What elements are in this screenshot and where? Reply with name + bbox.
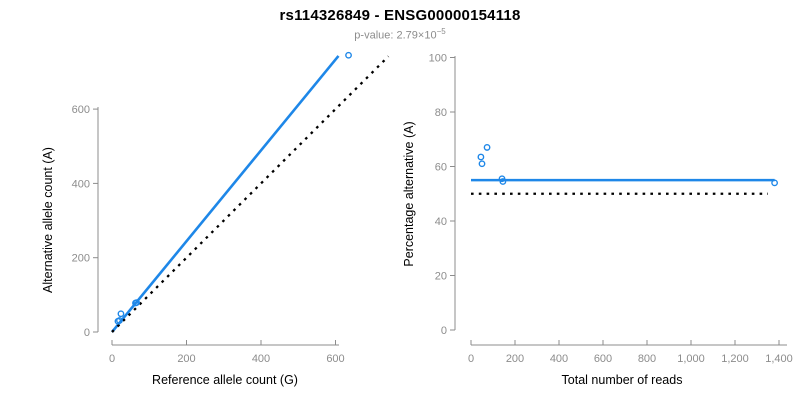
data-point <box>483 144 491 151</box>
data-point <box>117 310 125 318</box>
y-tick-label: 600 <box>72 104 90 116</box>
data-point <box>116 317 123 324</box>
x-tick-label: 200 <box>177 353 195 365</box>
data-point <box>478 160 486 168</box>
data-point <box>345 51 352 59</box>
x-axis-title: Reference allele count (G) <box>152 373 298 387</box>
fit-line <box>110 55 340 333</box>
x-tick-label: 400 <box>252 353 270 365</box>
data-point <box>499 178 507 185</box>
identity-line <box>111 55 390 333</box>
y-axis-title: Percentage alternative (A) <box>402 121 416 266</box>
x-tick-label: 800 <box>638 353 656 365</box>
x-tick-label: 600 <box>326 353 344 365</box>
y-tick-label: 80 <box>435 107 447 119</box>
data-point <box>771 179 778 187</box>
data-point <box>133 299 140 307</box>
data-point <box>477 153 485 161</box>
y-tick-label: 60 <box>435 162 447 174</box>
y-tick-label: 0 <box>441 325 447 337</box>
x-tick-label: 1,200 <box>721 353 749 365</box>
y-tick-label: 20 <box>435 271 447 283</box>
x-tick-label: 200 <box>506 353 524 365</box>
figure-subtitle: p-value: 2.79×10−5 <box>0 27 800 42</box>
y-tick-label: 200 <box>72 253 90 265</box>
pvalue-exponent: −5 <box>436 27 446 36</box>
y-tick-label: 100 <box>429 53 447 65</box>
y-tick-label: 40 <box>435 216 447 228</box>
x-tick-label: 1,400 <box>765 353 793 365</box>
x-tick-label: 400 <box>550 353 568 365</box>
x-tick-label: 0 <box>109 353 115 365</box>
x-tick-label: 600 <box>594 353 612 365</box>
x-tick-label: 0 <box>468 353 474 365</box>
figure-title: rs114326849 - ENSG00000154118 <box>279 7 521 24</box>
pvalue-text: p-value: 2.79×10 <box>354 29 437 42</box>
y-tick-label: 0 <box>84 327 90 339</box>
y-tick-label: 400 <box>72 178 90 190</box>
x-axis-title: Total number of reads <box>562 373 683 387</box>
x-tick-label: 1,000 <box>677 353 705 365</box>
y-axis-title: Alternative allele count (A) <box>41 147 55 293</box>
